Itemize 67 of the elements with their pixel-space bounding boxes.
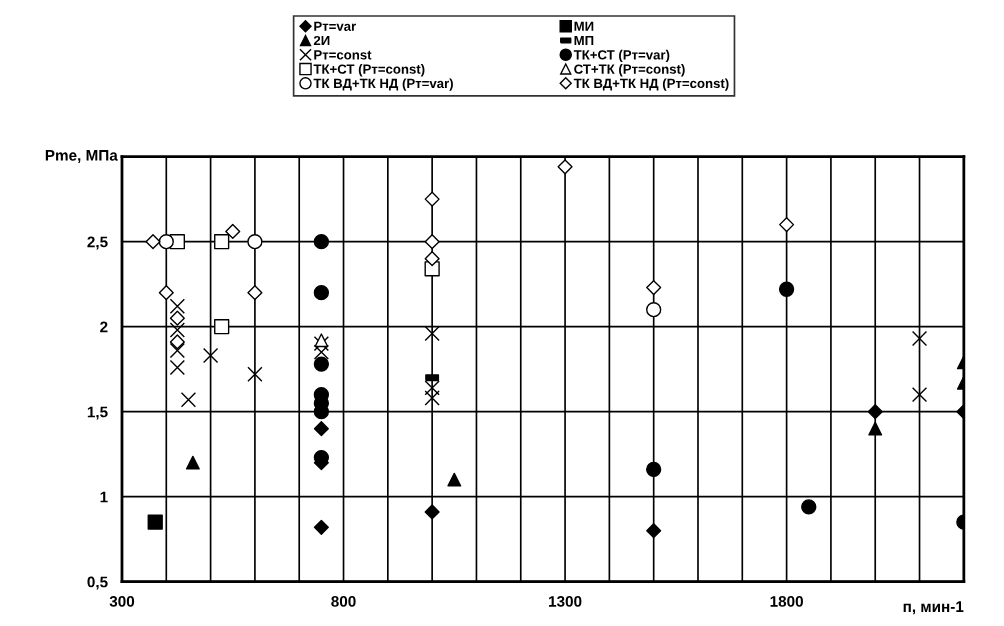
point	[158, 233, 174, 250]
x-tick-label: 300	[109, 595, 135, 607]
legend-label: ТК ВД+ТК НД (Рт=var)	[313, 78, 453, 91]
point	[313, 421, 329, 437]
point	[646, 461, 662, 478]
point	[779, 217, 795, 233]
point	[214, 319, 230, 335]
point	[313, 285, 330, 301]
point	[424, 390, 440, 406]
legend-label: МП	[574, 36, 594, 46]
point	[247, 285, 263, 301]
point	[314, 333, 329, 348]
point	[868, 421, 883, 436]
point	[646, 302, 662, 318]
y-tick-label: 0,5	[87, 576, 108, 590]
x-axis-title: п, мин-1	[903, 601, 964, 615]
legend-label: ТК+СТ (Рт=const)	[313, 64, 425, 77]
legend-label: ТК ВД+ТК НД (Рт=const)	[573, 78, 729, 91]
y-tick-label: 2	[100, 321, 108, 333]
point	[557, 159, 573, 175]
point	[313, 233, 330, 250]
point	[801, 499, 817, 515]
point	[180, 392, 197, 408]
legend-label: Рт=const	[314, 50, 372, 60]
x-tick-label: 800	[331, 595, 356, 607]
point	[145, 234, 161, 250]
point	[169, 334, 185, 350]
y-tick-label: 1	[100, 491, 108, 503]
legend-label: МИ	[574, 21, 594, 31]
legend-label: ТК+СТ (Рт=var)	[573, 49, 670, 63]
point	[247, 366, 263, 382]
point	[313, 344, 330, 360]
point	[646, 523, 662, 539]
point	[778, 281, 795, 297]
point	[313, 356, 330, 372]
point	[424, 251, 440, 267]
x-tick-label: 1800	[770, 595, 803, 607]
point	[158, 285, 174, 301]
legend-label: 2И	[313, 35, 330, 46]
point	[169, 298, 186, 314]
point	[867, 404, 883, 420]
y-tick-label: 1,5	[87, 406, 108, 420]
legend-label: СТ+ТК (Рт=const)	[574, 64, 685, 77]
point	[911, 330, 928, 347]
y-tick-label: 2,5	[87, 236, 108, 250]
point	[447, 472, 462, 487]
point	[147, 514, 163, 530]
point	[424, 380, 440, 396]
point	[169, 359, 186, 376]
point	[911, 387, 928, 403]
y-axis-title: Pme, МПа	[45, 150, 118, 163]
point	[424, 191, 440, 207]
point	[202, 347, 219, 364]
point	[424, 325, 440, 342]
x-tick-label: 1300	[549, 595, 582, 607]
point	[169, 322, 186, 338]
point	[424, 234, 440, 250]
point	[169, 342, 186, 359]
point	[646, 279, 662, 296]
point	[247, 233, 263, 250]
legend-label: Рт=var	[314, 21, 356, 31]
point	[313, 519, 329, 535]
point	[214, 233, 230, 250]
point	[169, 310, 185, 326]
point	[424, 504, 440, 520]
point	[185, 455, 200, 470]
point	[225, 223, 241, 240]
